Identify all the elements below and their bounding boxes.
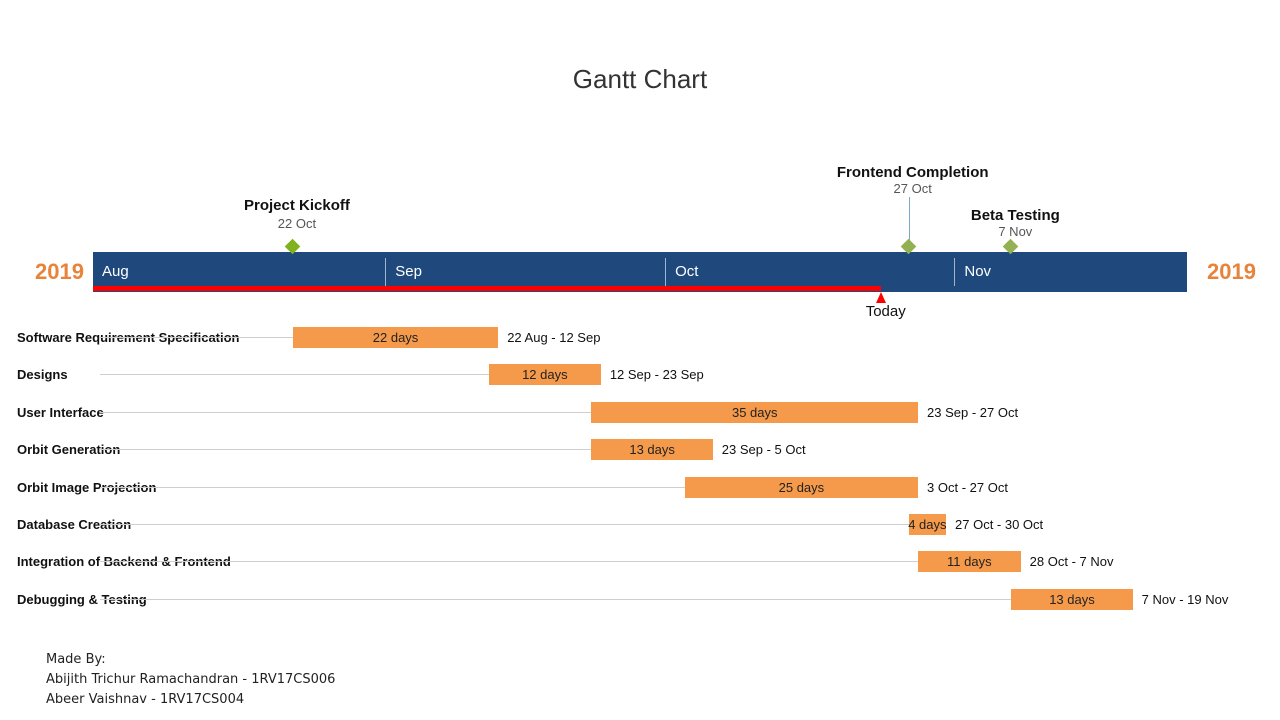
task-bar: 25 days xyxy=(684,476,919,498)
task-date-range: 23 Sep - 5 Oct xyxy=(721,442,806,458)
task-date-range: 12 Sep - 23 Sep xyxy=(609,367,704,383)
credits-author: Abijith Trichur Ramachandran - 1RV17CS00… xyxy=(46,672,336,687)
task-label: Orbit Generation xyxy=(17,442,121,458)
today-progress-line xyxy=(93,286,881,291)
task-guide-line xyxy=(100,411,592,413)
task-date-range: 23 Sep - 27 Oct xyxy=(927,404,1019,420)
milestone-title: Beta Testing xyxy=(970,207,1060,224)
task-label: Orbit Image Projection xyxy=(17,479,157,495)
task-bar: 13 days xyxy=(1011,588,1133,610)
task-bar: 12 days xyxy=(488,364,601,386)
month-label: Aug xyxy=(102,263,129,280)
milestone-title: Frontend Completion xyxy=(836,164,989,181)
milestone-date: 7 Nov xyxy=(998,224,1033,239)
task-label: Debugging & Testing xyxy=(17,591,147,607)
milestone-title: Project Kickoff xyxy=(243,197,350,214)
milestone-date: 22 Oct xyxy=(277,216,317,231)
task-guide-line xyxy=(100,561,919,563)
task-bar: 13 days xyxy=(591,439,713,461)
task-date-range: 3 Oct - 27 Oct xyxy=(927,479,1008,495)
chart-title: Gantt Chart xyxy=(572,64,708,94)
today-marker-icon xyxy=(875,292,886,303)
month-separator xyxy=(385,258,387,286)
task-guide-line xyxy=(100,337,293,338)
task-bar: 11 days xyxy=(918,551,1021,573)
task-label: Designs xyxy=(17,367,68,383)
today-label: Today xyxy=(865,303,906,320)
milestone-stem xyxy=(908,197,910,242)
timeline-band: Aug Sep Oct Nov xyxy=(93,252,1187,292)
month-label: Oct xyxy=(675,263,699,280)
credits-author: Abeer Vaishnav - 1RV17CS004 xyxy=(46,692,245,707)
task-guide-line xyxy=(100,524,909,525)
task-date-range: 28 Oct - 7 Nov xyxy=(1029,554,1114,570)
task-label: User Interface xyxy=(17,404,104,420)
month-separator xyxy=(954,258,956,286)
task-guide-line xyxy=(100,449,592,451)
task-bar: 22 days xyxy=(292,327,499,348)
month-label: Nov xyxy=(964,263,992,280)
task-date-range: 27 Oct - 30 Oct xyxy=(955,517,1044,532)
credits-block: Made By: Abijith Trichur Ramachandran - … xyxy=(46,650,335,710)
task-label: Database Creation xyxy=(17,517,132,532)
year-label-left: 2019 xyxy=(35,259,84,284)
month-label: Sep xyxy=(395,263,422,280)
task-guide-line xyxy=(100,598,1012,600)
task-guide-line xyxy=(100,486,685,488)
month-separator xyxy=(665,258,667,286)
task-guide-line xyxy=(100,374,489,376)
year-label-right: 2019 xyxy=(1207,259,1256,284)
task-bar: 35 days xyxy=(591,401,919,423)
task-date-range: 7 Nov - 19 Nov xyxy=(1141,591,1229,607)
milestone-date: 27 Oct xyxy=(893,181,932,196)
task-bar: 4 days xyxy=(908,514,947,535)
credits-heading: Made By: xyxy=(46,652,106,667)
task-date-range: 22 Aug - 12 Sep xyxy=(507,330,601,345)
